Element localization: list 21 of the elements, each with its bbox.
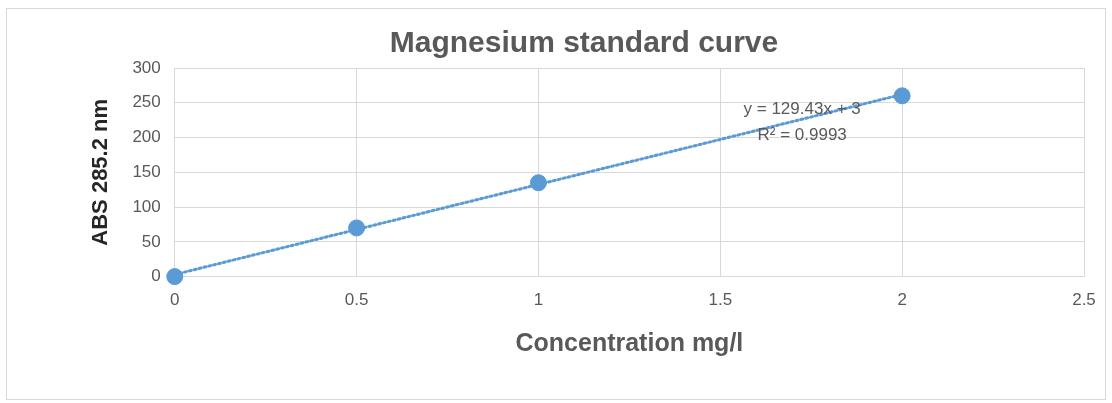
y-tick-label: 0 (151, 266, 161, 286)
y-tick-label: 250 (132, 92, 161, 112)
point (893, 87, 911, 105)
x-tick-label: 2.5 (1072, 290, 1096, 310)
y-tick-label: 200 (132, 127, 161, 147)
y-tick-label: 100 (132, 196, 161, 216)
x-tick-label: 1 (533, 290, 544, 310)
chart-title: Magnesium standard curve (389, 25, 779, 59)
x-axis-title: Concentration mg/l (515, 327, 744, 356)
x-tick-label: 0.5 (344, 290, 369, 310)
y-axis-title: ABS 285.2 nm (87, 98, 113, 246)
y-tick-label: 300 (132, 57, 161, 77)
point (166, 268, 184, 286)
annotation: R² = 0.9993 (757, 125, 847, 145)
point (348, 219, 366, 237)
y-tick-label: 150 (132, 161, 161, 181)
x-tick-label: 2 (897, 290, 907, 310)
x-tick-label: 0 (170, 290, 180, 310)
x-tick-label: 1.5 (708, 290, 733, 310)
y-tick-label: 50 (141, 231, 161, 251)
point (529, 174, 547, 192)
